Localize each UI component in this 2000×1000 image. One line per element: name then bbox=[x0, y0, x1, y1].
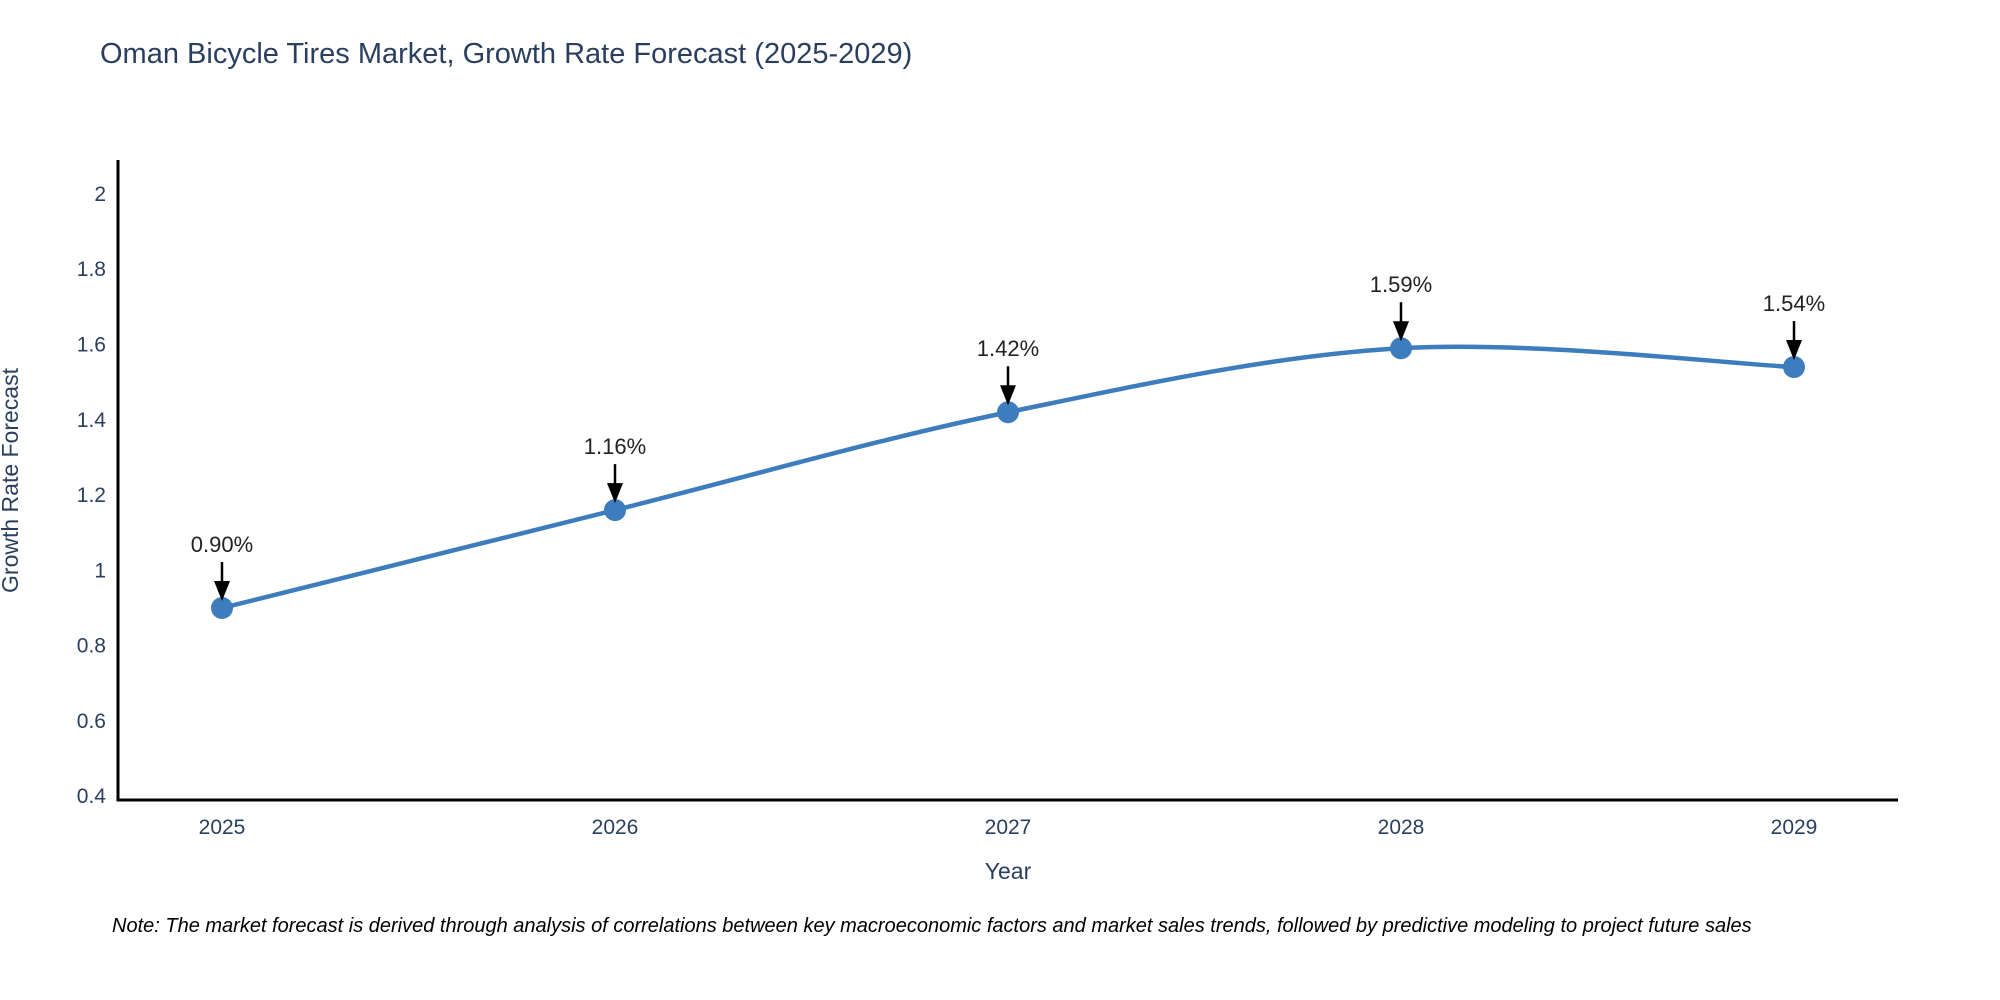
footnote: Note: The market forecast is derived thr… bbox=[112, 915, 1752, 937]
y-tick-label: 0.8 bbox=[77, 635, 106, 658]
y-tick-label: 1.4 bbox=[77, 409, 107, 432]
x-tick-label: 2029 bbox=[1771, 816, 1818, 839]
x-tick-label: 2025 bbox=[199, 816, 246, 839]
x-axis-title: Year bbox=[984, 858, 1032, 884]
y-tick-label: 1 bbox=[94, 559, 106, 582]
data-point-marker[interactable] bbox=[1783, 356, 1805, 379]
annotation-arrowhead-icon bbox=[607, 483, 623, 504]
x-tick-label: 2027 bbox=[985, 816, 1032, 839]
y-tick-label: 1.6 bbox=[77, 333, 106, 356]
data-point-marker[interactable] bbox=[604, 499, 626, 522]
annotation-arrowhead-icon bbox=[1000, 385, 1016, 406]
annotation-arrowhead-icon bbox=[1393, 321, 1409, 342]
x-tick-label: 2028 bbox=[1378, 816, 1425, 839]
data-point-marker[interactable] bbox=[997, 401, 1019, 424]
y-tick-label: 1.2 bbox=[77, 484, 106, 507]
data-point-label: 0.90% bbox=[191, 532, 253, 557]
data-point-marker[interactable] bbox=[1390, 337, 1412, 360]
data-point-marker[interactable] bbox=[211, 597, 233, 619]
chart-title: Oman Bicycle Tires Market, Growth Rate F… bbox=[100, 38, 913, 70]
annotation-arrowhead-icon bbox=[1786, 340, 1802, 361]
y-tick-label: 0.6 bbox=[77, 710, 106, 733]
y-tick-label: 1.8 bbox=[77, 258, 106, 281]
x-tick-label: 2026 bbox=[592, 816, 639, 839]
y-tick-label: 2 bbox=[94, 183, 106, 206]
annotation-arrowhead-icon bbox=[214, 581, 230, 601]
data-point-label: 1.42% bbox=[977, 336, 1039, 361]
data-point-label: 1.59% bbox=[1370, 272, 1432, 297]
data-point-label: 1.16% bbox=[584, 434, 646, 459]
y-axis-title-text: Growth Rate Forecast bbox=[0, 368, 23, 593]
y-tick-label: 0.4 bbox=[77, 785, 107, 808]
data-point-label: 1.54% bbox=[1763, 291, 1825, 316]
